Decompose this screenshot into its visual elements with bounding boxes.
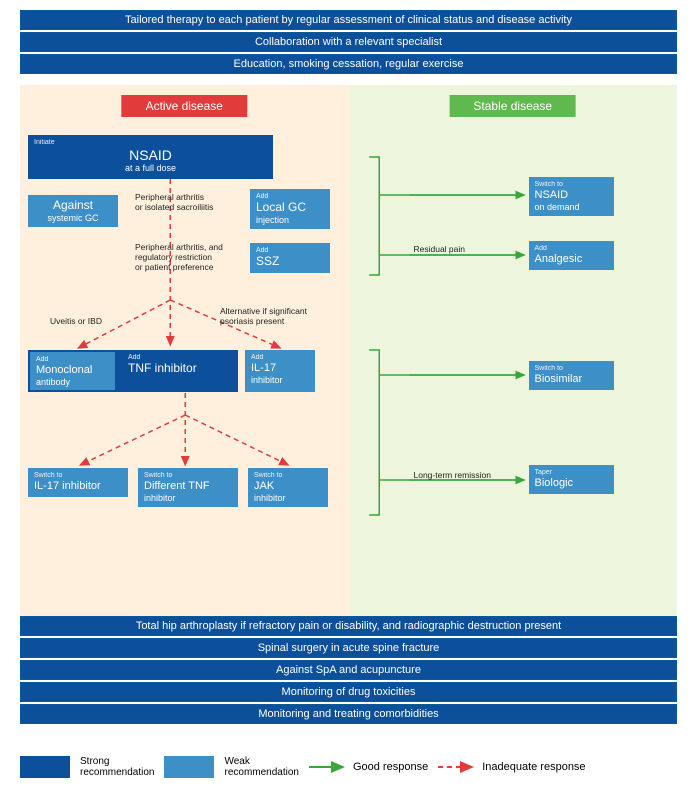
box-analgesic: Add Analgesic: [529, 241, 614, 270]
box-nsaid-full: Initiate NSAID at a full dose: [28, 135, 273, 179]
box-il17-switch: Switch to IL-17 inhibitor: [28, 468, 128, 497]
box-biologic: Taper Biologic: [529, 465, 614, 494]
box-tnf-wrapper: Add Monoclonal antibody Add TNF inhibito…: [28, 350, 238, 392]
box-jak: Switch to JAK inhibitor: [248, 468, 328, 507]
header-stable: Stable disease: [449, 95, 576, 117]
note-remission: Long-term remission: [414, 471, 491, 481]
legend-swatch-strong: [20, 756, 70, 778]
legend-label-strong: Strongrecommendation: [80, 756, 154, 778]
legend-label-weak: Weakrecommendation: [224, 756, 298, 778]
box-biosimilar: Switch to Biosimilar: [529, 361, 614, 390]
box-il17: Add IL-17 inhibitor: [245, 350, 315, 392]
column-stable: Stable disease Switch to NSAID on demand…: [349, 85, 678, 623]
header-active: Active disease: [122, 95, 247, 117]
box-nsaid-demand: Switch to NSAID on demand: [529, 177, 614, 216]
legend-bad-arrow: Inadequate response: [438, 761, 585, 773]
top-banner-1: Tailored therapy to each patient by regu…: [20, 10, 677, 30]
note-psoriasis: Alternative if significantpsoriasis pres…: [220, 307, 330, 327]
bottom-banner-3: Against SpA and acupuncture: [20, 660, 677, 680]
legend-swatch-weak: [164, 756, 214, 778]
top-banner-3: Education, smoking cessation, regular ex…: [20, 54, 677, 74]
bottom-banner-5: Monitoring and treating comorbidities: [20, 704, 677, 724]
bottom-banner-1: Total hip arthroplasty if refractory pai…: [20, 616, 677, 636]
box-ssz: Add SSZ: [250, 243, 330, 273]
stable-arrows: [349, 85, 678, 623]
box-diff-tnf: Switch to Different TNF inhibitor: [138, 468, 238, 507]
bottom-banner-4: Monitoring of drug toxicities: [20, 682, 677, 702]
note-uveitis: Uveitis or IBD: [50, 317, 102, 327]
legend: Strongrecommendation Weakrecommendation …: [20, 756, 677, 778]
bottom-banner-2: Spinal surgery in acute spine fracture: [20, 638, 677, 658]
box-monoclonal: Add Monoclonal antibody: [30, 352, 115, 390]
flow-panel: Active disease Initiate NSAID at a full …: [20, 85, 677, 623]
column-active: Active disease Initiate NSAID at a full …: [20, 85, 349, 623]
top-banner-2: Collaboration with a relevant specialist: [20, 32, 677, 52]
box-local-gc: Add Local GC injection: [250, 189, 330, 229]
bottom-banners: Total hip arthroplasty if refractory pai…: [0, 614, 697, 726]
note-peripheral-2: Peripheral arthritis, andregulatory rest…: [135, 243, 245, 272]
note-peripheral-1: Peripheral arthritisor isolated sacroili…: [135, 193, 235, 213]
note-residual: Residual pain: [414, 245, 466, 255]
legend-good-arrow: Good response: [309, 761, 428, 773]
box-against-gc: Against systemic GC: [28, 195, 118, 227]
